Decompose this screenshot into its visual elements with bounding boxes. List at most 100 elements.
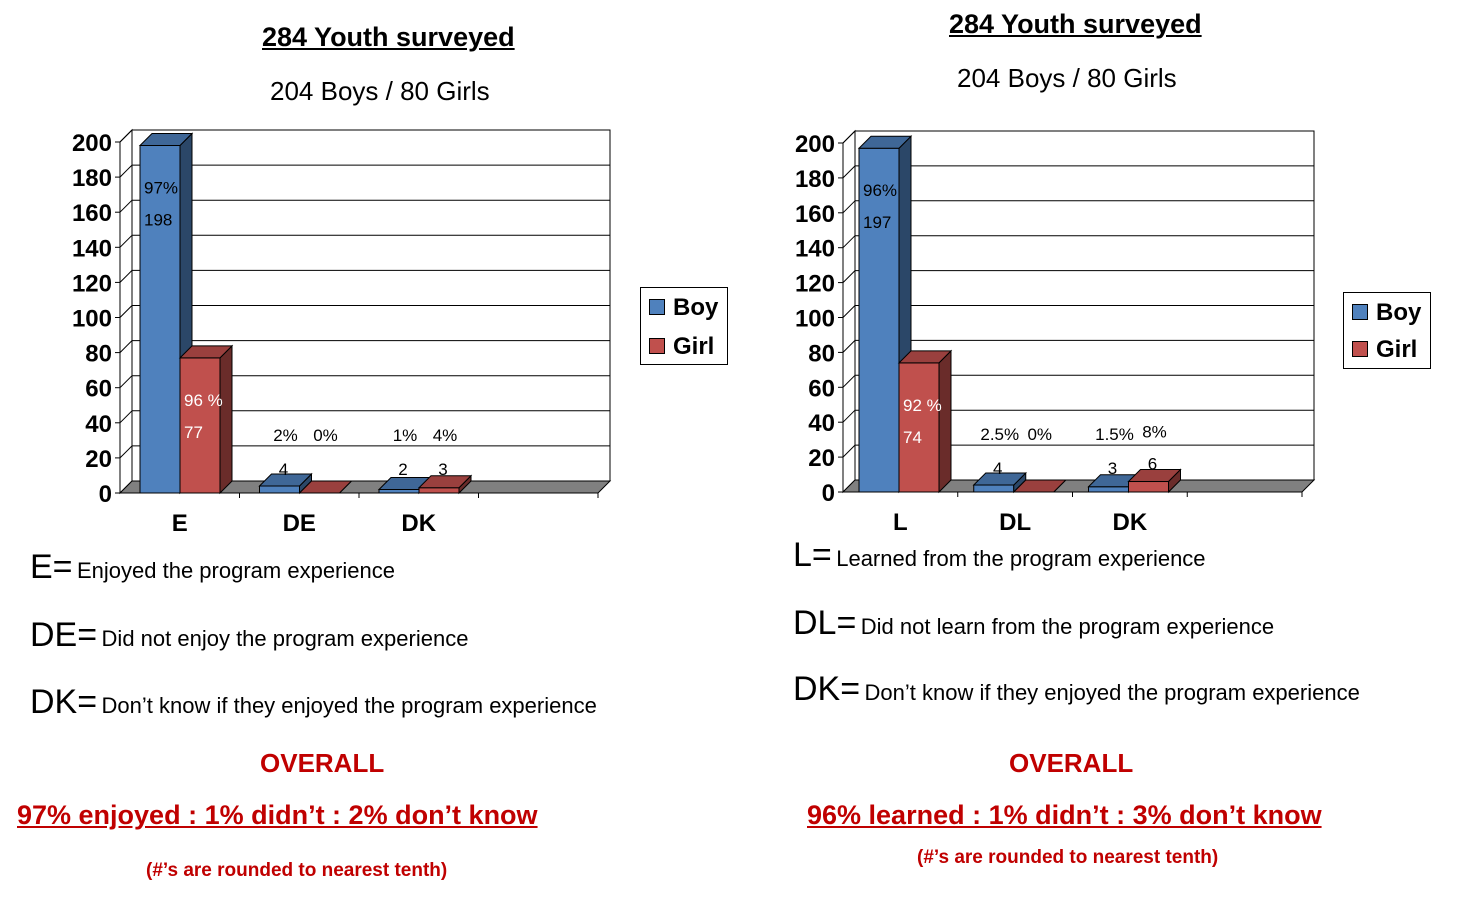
y-tick-label: 60 [808,375,835,402]
y-tick-label: 0 [99,481,112,508]
gridline-side [842,409,856,423]
enjoyment-bar-chart: 0 20 40 60 80 100 120 140 160 180 200 E 97% 198 96 % 77… [72,128,612,537]
definition-l: L= Learned from the program experience [793,536,1206,575]
definition-text: Did not enjoy the program experience [101,626,469,651]
rounding-note: (#’s are rounded to nearest tenth) [146,860,448,881]
bar-top-girl-dl [1012,479,1067,493]
gridline-side [119,410,133,424]
y-tick-label: 200 [795,131,835,158]
data-label-count: 2 [398,460,407,479]
x-tick-label: DK [1113,509,1148,536]
data-label-count: 74 [903,428,922,447]
bar-top-boy-dl [972,472,1027,486]
panel-title: 284 Youth surveyed [949,9,1202,39]
bar-girl-dk [1128,481,1169,493]
bar-boy-dk [378,488,420,494]
chart-legend: Boy Girl [640,287,728,365]
y-tick-label: 180 [72,165,112,192]
gridline-side [842,444,856,458]
y-tick-label: 160 [72,200,112,227]
bar-top-girl-dk [417,475,473,489]
bar-boy-dk [1088,486,1129,493]
data-label-count: 197 [863,213,891,232]
legend-swatch-boy [649,298,665,315]
data-label-percent: 96 % [184,391,223,410]
data-label-count: 3 [438,460,447,479]
bar-top-girl-l [897,350,953,364]
legend-label-girl: Girl [673,333,715,360]
legend-label-boy: Boy [1376,299,1422,326]
definition-key: DK= [793,670,861,708]
data-label-percent: 1% [393,426,418,445]
y-tick-label: 140 [72,235,112,262]
bar-top-boy-de [258,473,313,487]
gridline-side [119,129,133,143]
bar-top-boy-e [138,133,194,147]
rounding-note: (#’s are rounded to nearest tenth) [917,847,1219,868]
legend-label-girl: Girl [1376,336,1418,363]
gridline-side [842,235,856,249]
y-tick-label: 20 [808,445,835,472]
data-label-percent: 0% [313,426,338,445]
data-label-percent: 2.5% [980,425,1019,444]
y-tick-label: 100 [795,306,835,333]
definition-text: Did not learn from the program experienc… [860,614,1275,639]
x-tick-label: E [172,510,188,537]
bar-top-girl-de [298,480,353,494]
data-label-percent: 1.5% [1095,425,1134,444]
gridline-side [119,340,133,353]
legend-item-boy: Boy [649,294,718,322]
panel-title: 284 Youth surveyed [262,22,515,52]
y-tick-label: 80 [85,341,112,368]
data-label-percent: 2% [273,426,298,445]
x-tick-label: DK [401,510,436,537]
legend-swatch-boy [1352,303,1368,320]
definition-key: DE= [30,616,98,654]
gridline-side [842,270,856,283]
legend-item-girl: Girl [1352,336,1417,364]
data-label-count: 4 [279,460,288,479]
bar-girl-e [179,357,221,494]
y-tick-label: 120 [72,270,112,297]
panel-subtitle: 204 Boys / 80 Girls [957,63,1177,93]
legend-swatch-girl [649,337,665,354]
gridline-side [119,445,133,459]
data-label-percent: 0% [1027,425,1052,444]
data-label-count: 198 [144,211,172,230]
x-tick-label: DE [283,510,316,537]
legend-item-boy: Boy [1352,299,1421,327]
y-tick-label: 40 [85,411,112,438]
y-tick-label: 40 [808,410,835,437]
y-tick-label: 120 [795,271,835,298]
data-label-count: 4 [993,459,1002,478]
definition-key: L= [793,536,832,574]
gridline-side [119,199,133,213]
bar-top-girl-dk [1127,469,1182,483]
definition-text: Don’t know if they enjoyed the program e… [864,680,1360,705]
x-tick-label: DL [999,509,1031,536]
y-tick-label: 80 [808,340,835,367]
definition-e: E= Enjoyed the program experience [30,548,395,587]
definition-dl: DL= Did not learn from the program exper… [793,604,1274,643]
overall-summary: 97% enjoyed : 1% didn’t : 2% don’t know [17,800,538,830]
gridline-side [842,305,856,318]
definition-key: DL= [793,604,857,642]
learning-bar-chart: 0 20 40 60 80 100 120 140 160 180 200 L 96% 197 92 % 74… [795,129,1316,536]
chart-legend: Boy Girl [1343,292,1431,369]
bar-girl-dk [418,487,460,494]
bar-top-boy-l [857,135,913,149]
gridline-side [119,375,133,389]
data-label-percent: 97% [144,179,178,198]
definition-text: Enjoyed the program experience [77,558,395,583]
legend-label-boy: Boy [673,294,719,321]
definition-de: DE= Did not enjoy the program experience [30,616,468,655]
y-tick-label: 200 [72,130,112,157]
gridline-side [119,270,133,283]
definition-dk: DK= Don’t know if they enjoyed the progr… [793,670,1360,709]
panel-learned: 284 Youth surveyed 204 Boys / 80 Girls 0… [730,0,1465,903]
overall-label: OVERALL [1009,748,1134,778]
bar-boy-de [259,485,300,494]
y-tick-label: 180 [795,166,835,193]
definition-text: Don’t know if they enjoyed the program e… [101,693,597,718]
data-label-count: 77 [184,423,203,442]
